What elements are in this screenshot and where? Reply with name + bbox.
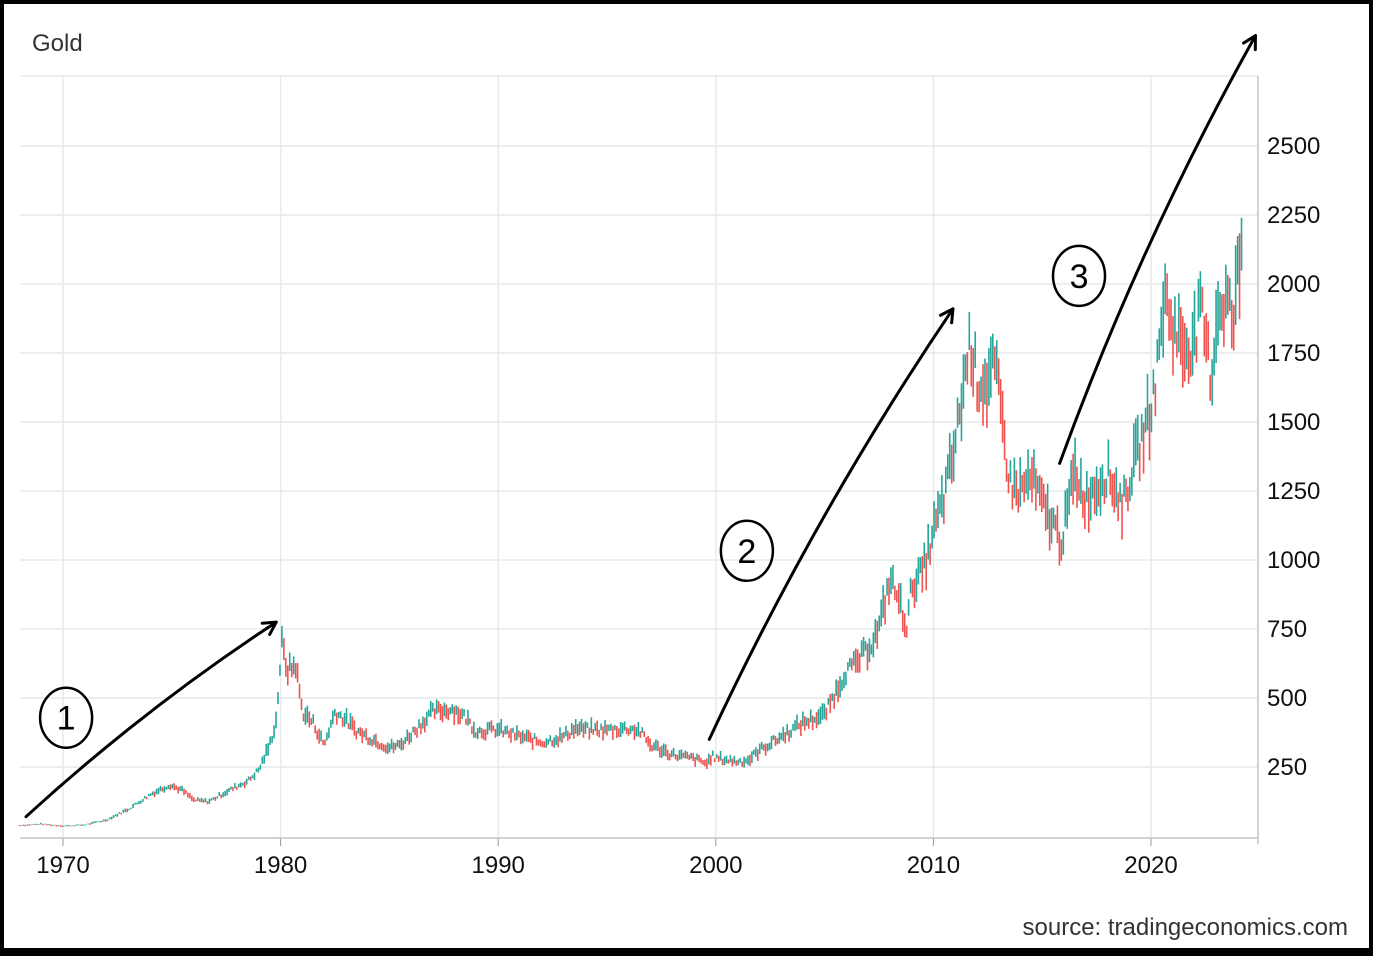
y-tick-label: 2500: [1267, 133, 1320, 160]
grid-lines: [20, 75, 1258, 838]
y-tick-label: 1250: [1267, 478, 1320, 505]
y-tick-label: 1000: [1267, 547, 1320, 574]
axes: 250 500 750 1000 1250 1500 1750 2000 2250 2500 197…: [20, 76, 1320, 879]
annotation-arrow: [1058, 34, 1257, 465]
x-tick-label: 1980: [254, 852, 307, 879]
annotation-arrowhead: [1242, 34, 1257, 52]
y-tick-label: 750: [1267, 616, 1307, 643]
y-tick-label: 1500: [1267, 409, 1320, 436]
annotation-circle: [1051, 244, 1107, 308]
y-tick-label: 500: [1267, 685, 1307, 712]
annotation-arrow: [707, 307, 955, 741]
y-tick-label: 2000: [1267, 271, 1320, 298]
source-label: source: tradingeconomics.com: [1022, 914, 1348, 941]
annotation-arrow: [24, 620, 278, 819]
x-tick-label: 2020: [1124, 852, 1177, 879]
annotation-circle: [719, 519, 775, 583]
chart-title: Gold: [32, 30, 83, 57]
annotation-arrowhead: [260, 620, 278, 636]
annotation-label: 3: [1070, 258, 1089, 296]
x-tick-label: 1990: [472, 852, 525, 879]
annotation-arrowhead: [939, 307, 955, 325]
x-tick-label: 2010: [907, 852, 960, 879]
annotation-label: 2: [737, 533, 756, 571]
y-tick-label: 1750: [1267, 340, 1320, 367]
annotations: 1 2 3: [24, 34, 1257, 819]
x-tick-label: 1970: [36, 852, 89, 879]
chart-frame: Gold source: tradingeconomics.com: [4, 4, 1369, 948]
x-tick-label: 2000: [689, 852, 742, 879]
y-tick-label: 2250: [1267, 202, 1320, 229]
annotation-circle: [38, 686, 94, 749]
y-tick-label: 250: [1267, 754, 1307, 781]
annotation-label: 1: [57, 700, 76, 738]
price-series: [18, 217, 1243, 827]
